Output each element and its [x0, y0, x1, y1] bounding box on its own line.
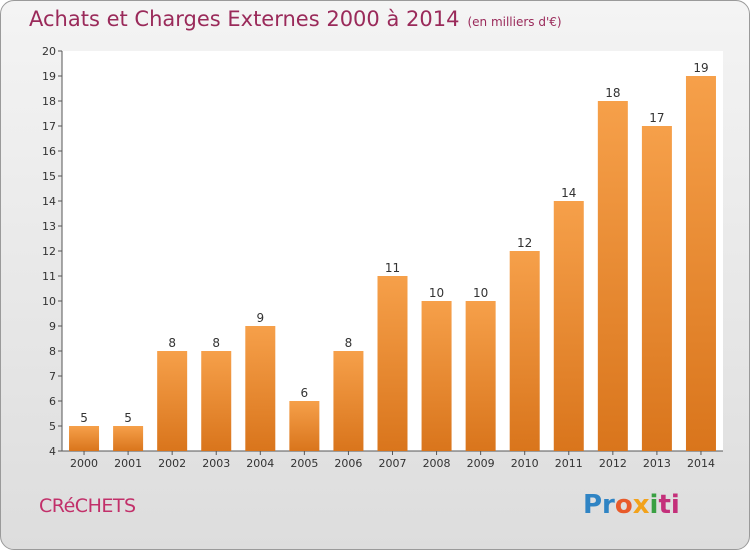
- x-tick-label: 2010: [511, 457, 539, 470]
- bar-value-label: 5: [124, 411, 132, 425]
- bar: [465, 301, 496, 451]
- x-tick-label: 2009: [467, 457, 495, 470]
- logo-part: x: [632, 490, 650, 520]
- y-tick-label: 5: [49, 420, 56, 433]
- logo-part: Pr: [583, 490, 615, 520]
- y-tick-label: 12: [42, 245, 56, 258]
- bar: [509, 251, 540, 451]
- bar-value-label: 5: [80, 411, 88, 425]
- bar-value-label: 12: [517, 236, 532, 250]
- y-tick-label: 8: [49, 345, 56, 358]
- x-tick-label: 2012: [599, 457, 627, 470]
- commune-name: CRéCHETS: [39, 495, 136, 517]
- bar: [377, 276, 408, 451]
- bar: [245, 326, 276, 451]
- bar-value-label: 14: [561, 186, 576, 200]
- x-tick-label: 2003: [202, 457, 230, 470]
- y-tick-label: 4: [49, 445, 56, 458]
- chart-title-text: Achats et Charges Externes 2000 à 2014: [29, 7, 460, 31]
- y-tick-label: 15: [42, 170, 56, 183]
- bar: [113, 426, 144, 451]
- bar: [157, 351, 188, 451]
- y-tick-label: 17: [42, 120, 56, 133]
- y-tick-label: 18: [42, 95, 56, 108]
- bar-value-label: 11: [385, 261, 400, 275]
- bar: [69, 426, 100, 451]
- y-tick-label: 14: [42, 195, 56, 208]
- logo-part: o: [614, 490, 633, 520]
- bar: [333, 351, 364, 451]
- y-tick-label: 16: [42, 145, 56, 158]
- x-tick-label: 2013: [643, 457, 671, 470]
- proxiti-logo: Proxiti: [583, 490, 680, 520]
- y-tick-label: 11: [42, 270, 56, 283]
- y-tick-label: 13: [42, 220, 56, 233]
- x-tick-label: 2000: [70, 457, 98, 470]
- bar-value-label: 9: [256, 311, 264, 325]
- bar-value-label: 8: [212, 336, 220, 350]
- chart-subtitle: (en milliers d'€): [467, 15, 562, 29]
- x-tick-label: 2002: [158, 457, 186, 470]
- bar-value-label: 10: [473, 286, 488, 300]
- y-tick-label: 7: [49, 370, 56, 383]
- y-tick-label: 20: [42, 45, 56, 58]
- bar: [421, 301, 452, 451]
- bar: [553, 201, 584, 451]
- y-tick-label: 9: [49, 320, 56, 333]
- x-tick-label: 2007: [379, 457, 407, 470]
- bar-value-label: 18: [605, 86, 620, 100]
- logo-part: i: [649, 490, 659, 520]
- bar-value-label: 17: [649, 111, 664, 125]
- x-tick-label: 2005: [290, 457, 318, 470]
- bar: [641, 126, 672, 451]
- bar: [201, 351, 232, 451]
- x-tick-label: 2011: [555, 457, 583, 470]
- bar-value-label: 10: [429, 286, 444, 300]
- x-tick-label: 2008: [423, 457, 451, 470]
- x-tick-label: 2001: [114, 457, 142, 470]
- bar: [597, 101, 628, 451]
- bar-value-label: 6: [301, 386, 309, 400]
- y-tick-label: 6: [49, 395, 56, 408]
- bar: [289, 401, 320, 451]
- x-tick-label: 2006: [334, 457, 362, 470]
- y-tick-label: 10: [42, 295, 56, 308]
- chart-title: Achats et Charges Externes 2000 à 2014 (e…: [29, 7, 562, 31]
- bar: [685, 76, 716, 451]
- bar-value-label: 8: [345, 336, 353, 350]
- x-tick-label: 2014: [687, 457, 715, 470]
- bar-value-label: 8: [168, 336, 176, 350]
- logo-part: ti: [658, 490, 680, 520]
- x-tick-label: 2004: [246, 457, 274, 470]
- y-tick-label: 19: [42, 70, 56, 83]
- bar-value-label: 19: [693, 61, 708, 75]
